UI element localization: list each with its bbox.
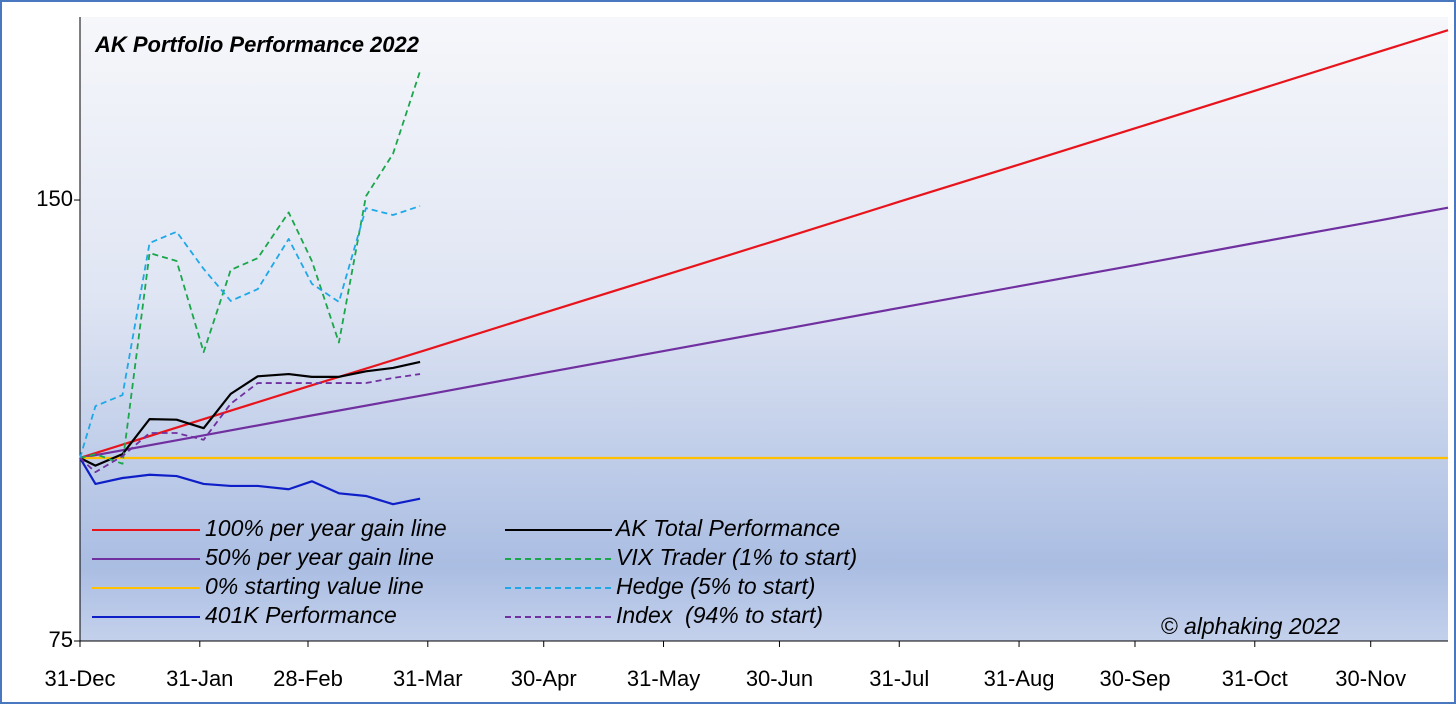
series-line xyxy=(79,457,421,506)
legend-label: Hedge (5% to start) xyxy=(616,573,815,599)
plot-area xyxy=(80,17,1448,641)
legend-label: 100% per year gain line xyxy=(205,515,447,541)
x-tick-label: 30-Jun xyxy=(746,666,813,691)
x-tick-label: 31-Dec xyxy=(45,666,116,691)
series-line xyxy=(79,29,1449,460)
y-tick-label: 75 xyxy=(49,627,73,652)
legend-label: AK Total Performance xyxy=(614,515,840,541)
x-tick-label: 31-Oct xyxy=(1222,666,1288,691)
series-lines xyxy=(79,29,1449,506)
x-tick-label: 28-Feb xyxy=(273,666,343,691)
legend-label: 0% starting value line xyxy=(205,573,424,599)
x-tick-label: 31-May xyxy=(627,666,700,691)
y-tick-label: 150 xyxy=(36,186,73,211)
x-tick-label: 30-Sep xyxy=(1100,666,1171,691)
chart-title: AK Portfolio Performance 2022 xyxy=(94,32,420,57)
legend-label: VIX Trader (1% to start) xyxy=(616,544,857,570)
x-tick-label: 30-Apr xyxy=(511,666,577,691)
series-line xyxy=(79,373,421,474)
series-line xyxy=(79,360,421,467)
x-tick-label: 31-Aug xyxy=(984,666,1055,691)
legend: 100% per year gain line 50% per year gain… xyxy=(92,515,857,628)
axes: 75 150 31-Dec 31-Jan 28-Feb 31-Mar 30-Apr 31-Ma… xyxy=(36,17,1448,691)
legend-label: Index (94% to start) xyxy=(616,602,823,628)
x-tick-label: 30-Nov xyxy=(1335,666,1406,691)
x-tick-label: 31-Jan xyxy=(166,666,233,691)
x-tick-label: 31-Jul xyxy=(869,666,929,691)
annotation: © alphaking 2022 xyxy=(1161,613,1341,639)
x-tick-label: 31-Mar xyxy=(393,666,463,691)
series-line xyxy=(79,206,1449,460)
legend-label: 401K Performance xyxy=(205,602,397,628)
legend-label: 50% per year gain line xyxy=(205,544,434,570)
